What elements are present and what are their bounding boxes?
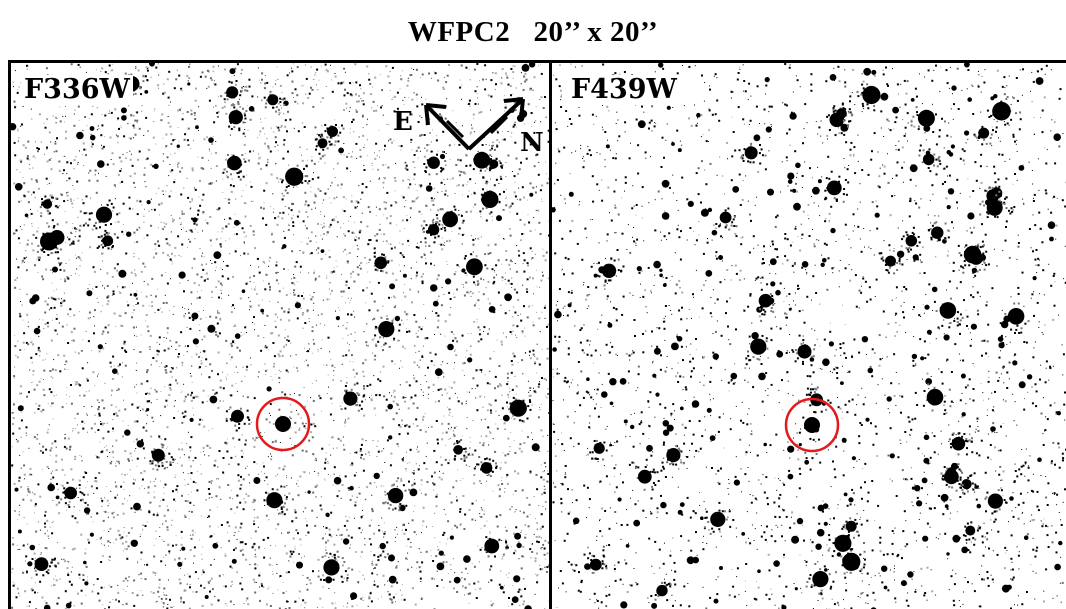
target-circle-f336w — [255, 396, 311, 452]
starfield-f439w — [552, 63, 1066, 609]
filter-label-f439w: F439W — [568, 75, 680, 105]
compass-east-label: E — [393, 107, 413, 137]
panel-f336w: F336W E N — [11, 63, 549, 609]
starfield-f336w — [11, 63, 549, 609]
target-star — [275, 416, 291, 432]
filter-label-f336w: F336W — [21, 75, 133, 105]
east-arrow-icon — [424, 103, 471, 151]
image-panels: F336W E N F439W — [8, 60, 1066, 609]
panel-f439w: F439W — [552, 63, 1066, 609]
target-star — [804, 417, 820, 433]
star-field — [11, 63, 549, 609]
star-field — [552, 63, 1066, 609]
target-circle-f439w — [784, 397, 840, 453]
compass-rose: E N — [393, 97, 544, 158]
north-arrow-icon — [467, 97, 525, 151]
compass-overlay: E N — [393, 97, 544, 158]
figure-title: WFPC2 20’’ x 20’’ — [407, 16, 659, 48]
compass-north-label: N — [520, 128, 544, 158]
panel-divider — [549, 63, 552, 609]
